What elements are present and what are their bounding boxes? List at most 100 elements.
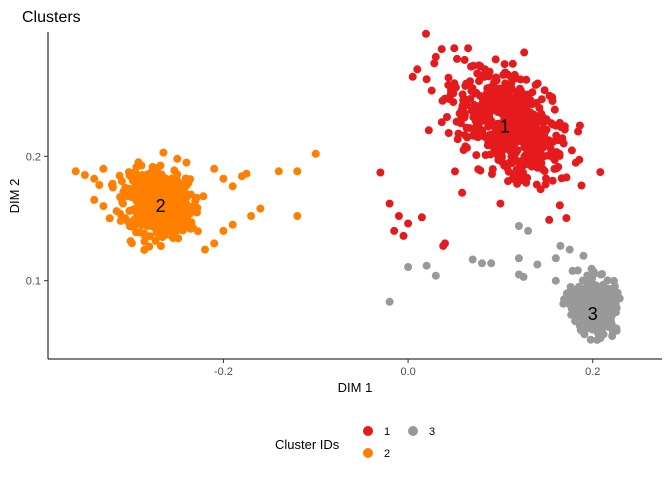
legend-label-1: 1: [384, 426, 390, 438]
cluster-1-point: [399, 231, 408, 240]
cluster-1-point: [487, 105, 495, 114]
cluster-1-point: [463, 143, 471, 152]
cluster-3-point: [596, 270, 605, 279]
cluster-1-point: [471, 126, 479, 134]
cluster-2-point: [99, 164, 108, 173]
cluster-1-point: [532, 180, 541, 189]
cluster-1-point: [494, 119, 502, 128]
cluster-3-point: [586, 335, 595, 344]
cluster-1-point: [376, 168, 385, 177]
cluster-2-point: [158, 187, 167, 196]
cluster-2-point: [176, 188, 185, 197]
cluster-1-point: [480, 65, 489, 74]
cluster-1-point: [502, 106, 511, 115]
cluster-1-point: [567, 146, 576, 155]
cluster-1-point: [546, 145, 555, 153]
cluster-2-point: [138, 189, 147, 198]
cluster-1-point: [464, 44, 473, 53]
cluster-1-point: [437, 45, 446, 54]
cluster-1-point: [427, 86, 436, 95]
cluster-3-point: [431, 271, 440, 280]
cluster-1-point: [472, 107, 481, 116]
cluster-labels-layer: 1 2 3: [156, 116, 598, 324]
ticks-layer: -0.2 0.0 0.2 0.1 0.2: [26, 151, 601, 378]
cluster-2-point: [210, 164, 219, 173]
cluster-1-point: [548, 176, 557, 185]
cluster-3-point: [524, 226, 533, 235]
cluster-3-point: [584, 279, 593, 288]
cluster-1-point: [499, 70, 508, 79]
cluster-1-point: [516, 75, 525, 84]
cluster-3-point: [579, 294, 588, 303]
cluster-3-point: [580, 302, 589, 311]
cluster-2-point: [105, 214, 114, 223]
cluster-2-point: [116, 193, 125, 201]
cluster-2-point: [140, 182, 149, 191]
cluster-2-point: [228, 220, 237, 229]
cluster-label-3: 3: [588, 304, 598, 324]
cluster-1-point: [506, 146, 514, 155]
cluster-1-point: [466, 95, 475, 103]
cluster-3-point: [551, 276, 560, 285]
cluster-1-point: [510, 70, 519, 79]
cluster-2-point: [159, 148, 168, 157]
cluster-1-point: [441, 239, 449, 248]
cluster-1-point: [431, 52, 440, 61]
cluster-3-point: [593, 289, 602, 298]
cluster-1-point: [450, 79, 459, 88]
cluster-1-point: [548, 97, 557, 105]
cluster-1-point: [413, 65, 422, 74]
cluster-2-point: [228, 182, 237, 191]
cluster-3-point: [404, 263, 413, 271]
cluster-3-point: [556, 241, 565, 250]
cluster-1-point: [385, 199, 394, 208]
legend-label-3: 3: [429, 426, 435, 438]
cluster-2-point: [186, 224, 195, 233]
cluster-1-point: [422, 75, 431, 84]
cluster-3-point: [592, 281, 600, 290]
cluster-1-point: [516, 93, 525, 102]
cluster-2-point: [219, 226, 228, 235]
cluster-2-point: [146, 232, 154, 241]
cluster-1-point: [522, 75, 531, 84]
cluster-2-point: [186, 209, 195, 218]
points-layer: [71, 29, 624, 344]
cluster-2-point: [137, 161, 146, 170]
cluster-1-point: [550, 105, 559, 114]
cluster-1-point: [577, 181, 586, 190]
cluster-1-point: [462, 79, 471, 88]
cluster-1-point: [488, 170, 496, 178]
cluster-3-point: [567, 305, 576, 313]
cluster-2-point: [117, 177, 126, 186]
cluster-2-point: [155, 200, 164, 209]
cluster-3-point: [608, 308, 616, 317]
cluster-3-point: [609, 324, 618, 333]
cluster-2-point: [80, 171, 89, 179]
cluster-1-point: [508, 59, 517, 68]
cluster-2-point: [127, 220, 136, 229]
cluster-1-point: [485, 111, 494, 120]
x-tick-label: 0.2: [585, 366, 600, 378]
cluster-1-point: [478, 97, 487, 106]
cluster-2-point: [128, 193, 137, 202]
cluster-3-point: [594, 312, 603, 321]
cluster-1-point: [534, 126, 543, 135]
cluster-3-point: [514, 254, 523, 263]
cluster-3-point: [487, 259, 496, 268]
cluster-1-point: [404, 219, 413, 228]
series-1: [376, 29, 605, 250]
cluster-3-point: [583, 310, 592, 319]
legend-key-2: [363, 448, 373, 458]
cluster-2-point: [90, 195, 99, 204]
cluster-2-point: [132, 228, 141, 237]
cluster-1-point: [498, 158, 507, 167]
cluster-1-point: [596, 168, 605, 177]
cluster-1-point: [515, 122, 524, 131]
cluster-2-point: [192, 193, 201, 202]
cluster-1-point: [513, 146, 522, 155]
y-tick-label: 0.2: [26, 151, 41, 163]
cluster-2-point: [145, 196, 154, 205]
cluster-2-point: [129, 174, 138, 183]
x-tick-label: -0.2: [214, 366, 233, 378]
cluster-1-point: [449, 98, 458, 107]
